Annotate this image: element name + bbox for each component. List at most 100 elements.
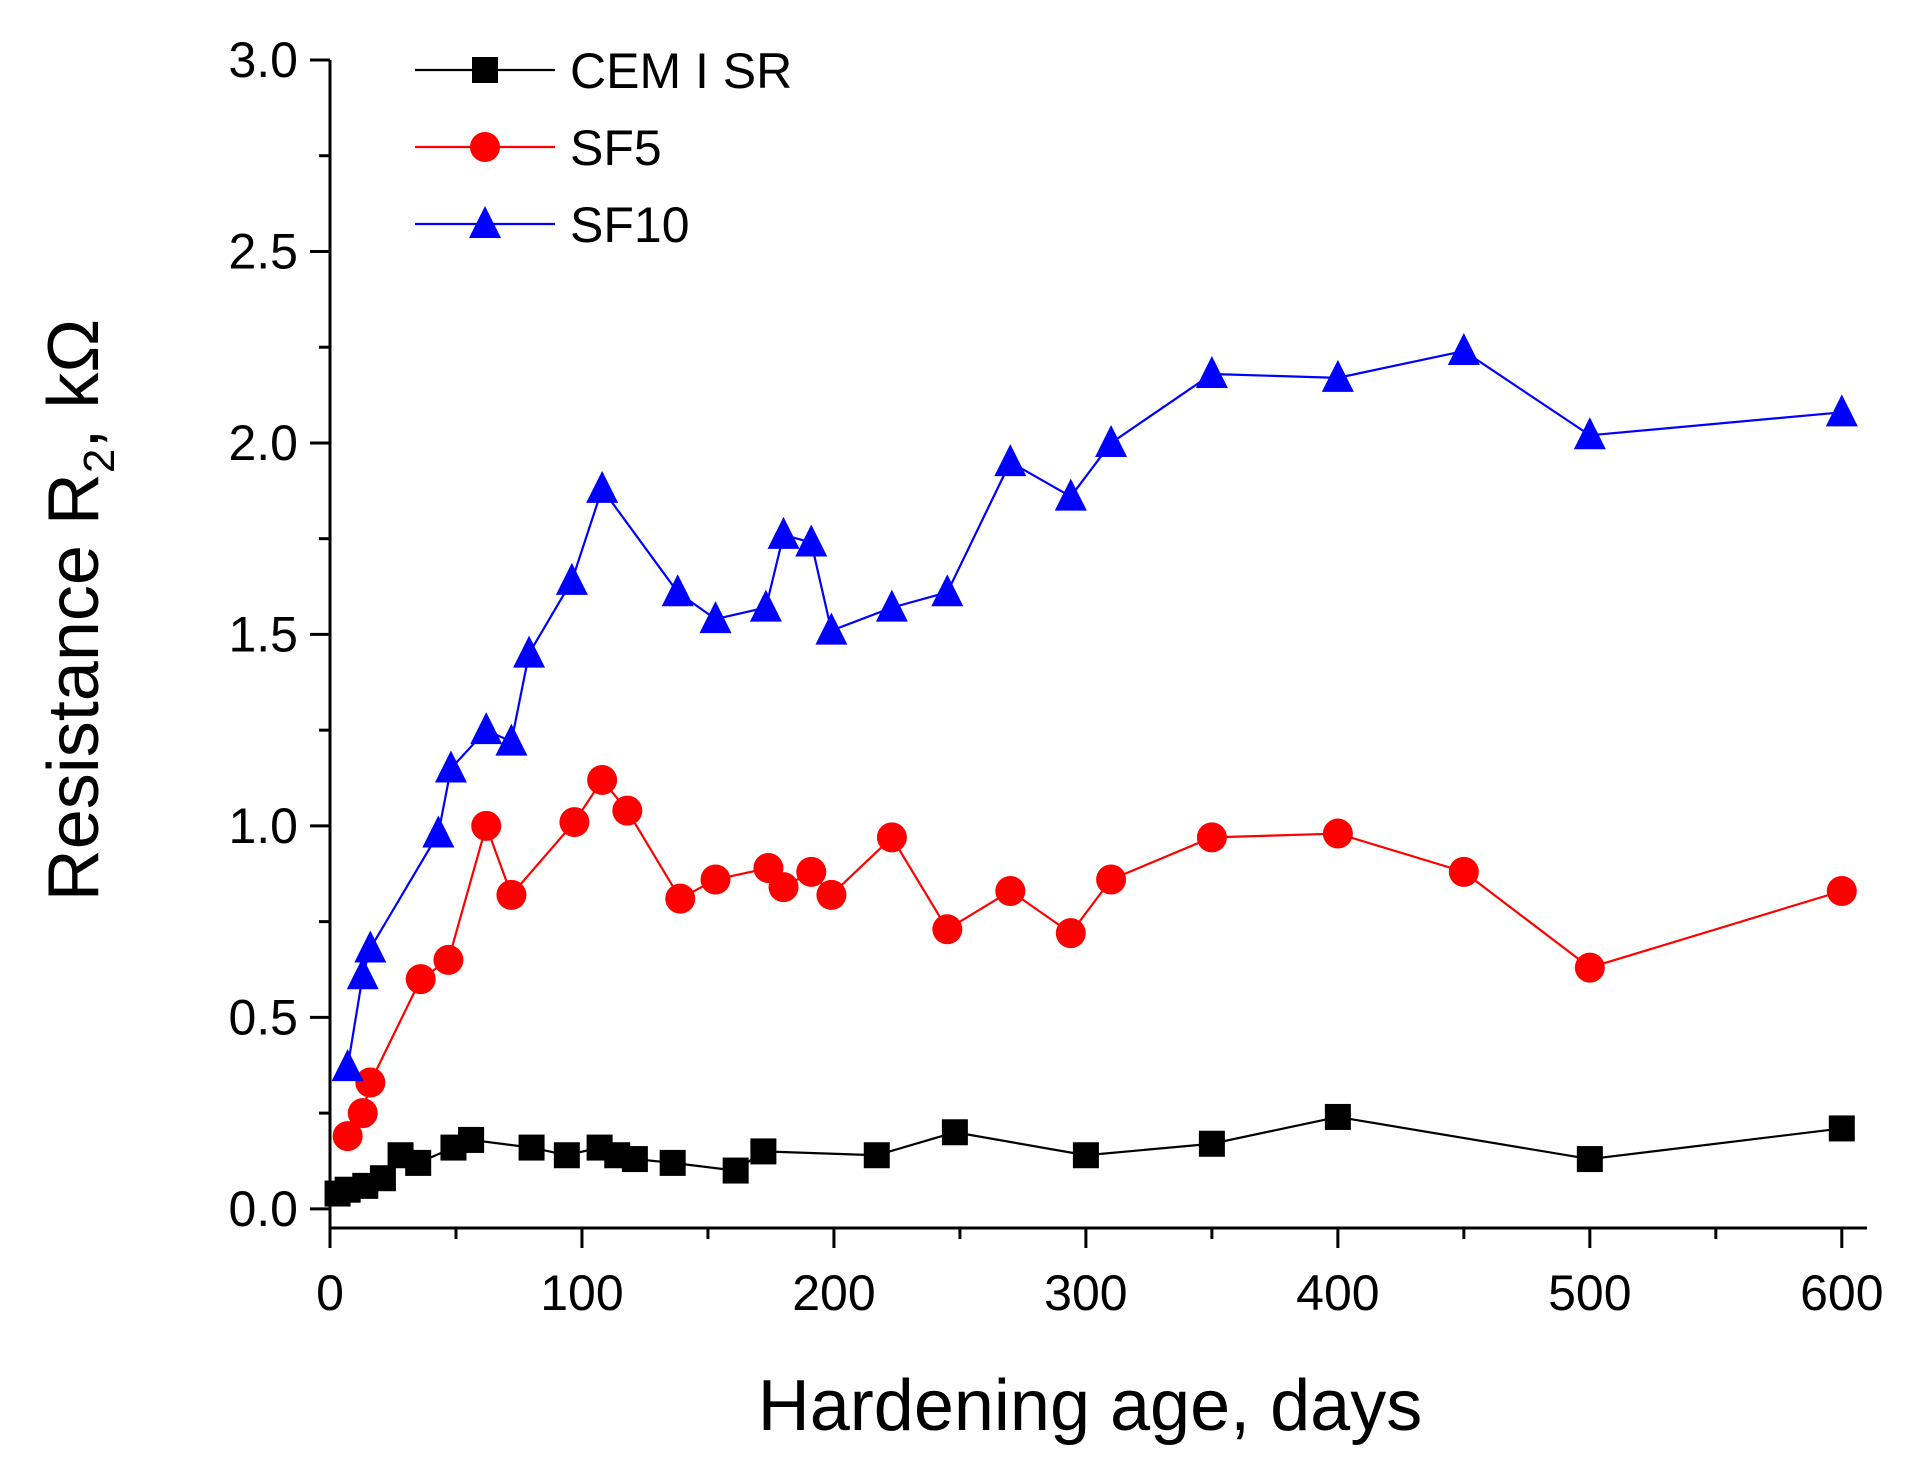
data-point [471,810,502,841]
data-point [433,944,464,975]
data-point [1321,359,1354,392]
y-tick-label: 2.0 [228,415,298,471]
data-point [795,524,828,557]
data-point [699,601,732,634]
data-point [1828,1115,1855,1142]
x-tick-label: 100 [540,1265,623,1321]
legend-label: SF10 [570,197,690,253]
x-tick-label: 600 [1800,1265,1883,1321]
legend-label: SF5 [570,120,662,176]
data-point [587,764,618,795]
data-point [665,883,696,914]
legend-marker [469,206,501,238]
data-point [796,856,827,887]
data-point [876,822,907,853]
legend-marker [470,132,500,162]
data-point [513,635,546,668]
series-line [346,349,1842,1068]
legend-item: CEM I SR [415,43,792,99]
data-point [332,1121,363,1152]
data-point [768,872,799,903]
data-point [932,914,963,945]
series-cem-i-sr [324,1103,1855,1207]
x-tick-label: 500 [1548,1265,1631,1321]
y-tick-label: 2.5 [228,223,298,279]
data-point [422,815,455,848]
legend-label: CEM I SR [570,43,792,99]
data-point [470,712,503,745]
data-point [555,562,588,595]
data-point [1198,1130,1225,1157]
legend-item: SF10 [415,197,690,253]
data-point [1055,918,1086,949]
data-point [1825,394,1858,427]
data-point [1573,417,1606,450]
y-axis-title: Resistance R2, kΩ [34,319,124,902]
data-point [1576,1146,1603,1173]
data-point [495,723,528,756]
y-axis-title-main: Resistance R [34,473,114,901]
data-point [816,879,847,910]
data-point [553,1142,580,1169]
data-point [354,930,387,963]
data-point [815,612,848,645]
data-point [586,470,619,503]
data-point [931,574,964,607]
data-point [621,1146,648,1173]
data-point [347,1098,378,1129]
plot-area [324,333,1858,1207]
legend-item: SF5 [415,120,662,176]
x-tick-label: 300 [1044,1265,1127,1321]
y-axis-title-subscript: 2 [75,449,124,473]
y-tick-label: 1.0 [228,798,298,854]
data-point [1448,856,1479,887]
data-point [434,750,467,783]
data-point [559,807,590,838]
y-tick-label: 0.0 [228,1181,298,1237]
data-point [1574,952,1605,983]
data-point [863,1142,890,1169]
data-point [659,1149,686,1176]
data-point [700,864,731,895]
data-point [1447,333,1480,366]
data-point [496,879,527,910]
data-point [458,1126,485,1153]
series-sf5 [332,764,1857,1152]
y-tick-label: 3.0 [228,32,298,88]
legend-marker [472,57,498,83]
series-sf10 [331,333,1858,1082]
data-point [994,444,1027,477]
data-point [1322,818,1353,849]
x-tick-label: 400 [1296,1265,1379,1321]
data-point [722,1157,749,1184]
data-point [1324,1103,1351,1130]
data-point [1096,864,1127,895]
data-point [1095,424,1128,457]
data-point [405,1149,432,1176]
legend: CEM I SR SF5 SF10 [415,43,792,253]
data-point [1054,478,1087,511]
y-tick-label: 1.5 [228,606,298,662]
axes: 0.0 0.5 1.0 1.5 2.0 2.5 3.0 0 100 200 300 400 500 600 [228,32,1883,1321]
y-tick-label: 0.5 [228,989,298,1045]
data-point [518,1134,545,1161]
data-point [1072,1142,1099,1169]
data-point [661,574,694,607]
data-point [405,964,436,995]
data-point [875,589,908,622]
data-point [750,1138,777,1165]
x-axis-title: Hardening age, days [758,1366,1422,1446]
data-point [1196,822,1227,853]
data-point [767,516,800,549]
data-point [995,876,1026,907]
data-point [749,589,782,622]
data-point [1826,876,1857,907]
x-tick-label: 200 [792,1265,875,1321]
data-point [612,795,643,826]
data-point [941,1119,968,1146]
data-point [331,1049,364,1082]
x-tick-label: 0 [316,1265,344,1321]
y-axis-title-unit: , kΩ [34,319,114,449]
data-point [355,1067,386,1098]
